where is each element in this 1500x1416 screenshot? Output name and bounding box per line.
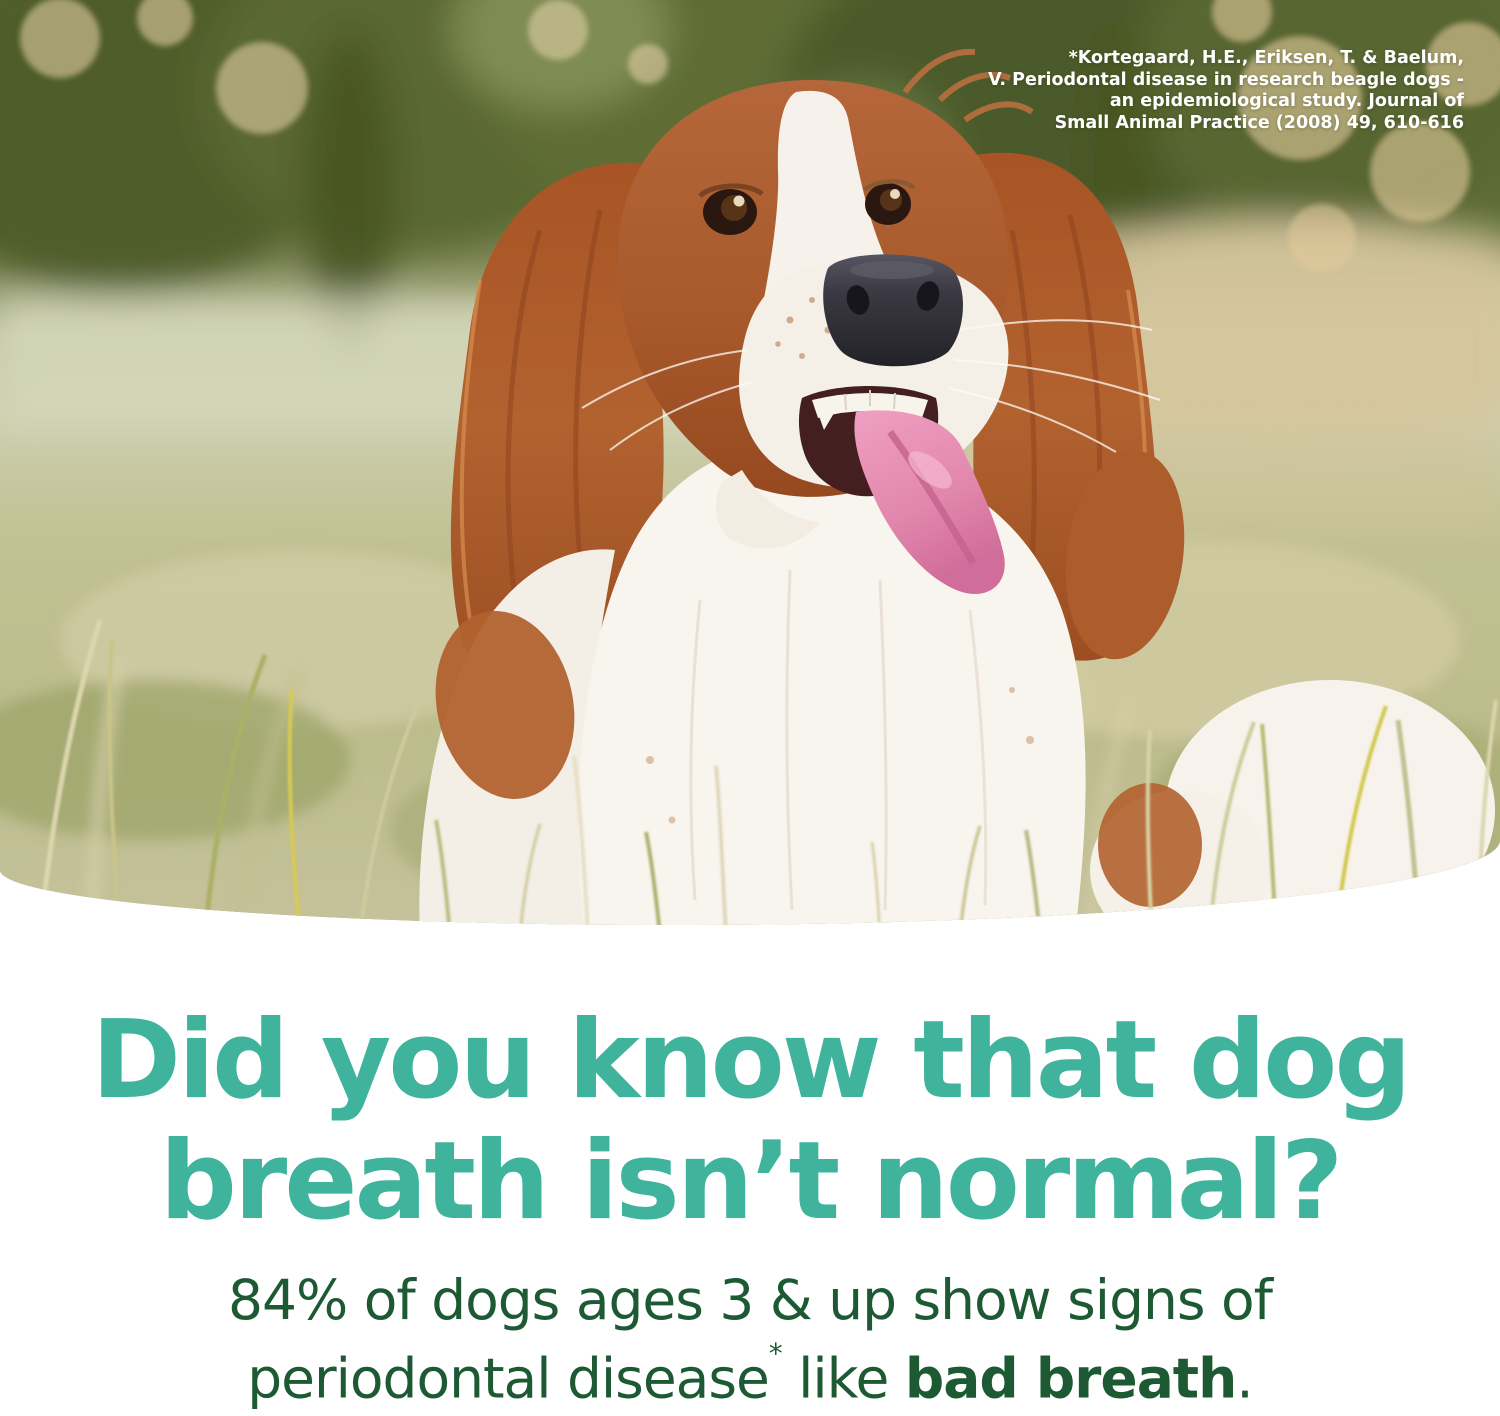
subtext-line-2: periodontal disease* like bad breath. [247, 1337, 1254, 1411]
citation-line: *Kortegaard, H.E., Eriksen, T. & Baelum, [1068, 48, 1464, 68]
headline-line-2: breath isn’t normal? [159, 1119, 1344, 1244]
dog-left-eye [698, 183, 764, 235]
dog [419, 48, 1495, 925]
dog-right-eye [862, 179, 916, 225]
citation-line: an epidemiological study. Journal of [1109, 91, 1464, 111]
dog-head-tufts [902, 48, 1034, 123]
dog-tongue [854, 410, 1005, 595]
headline-line-1: Did you know that dog [91, 998, 1411, 1123]
bokeh-lights [20, 0, 1500, 272]
subtext-line-1: 84% of dogs ages 3 & up show signs of [227, 1268, 1273, 1332]
citation-line: V. Periodontal disease in research beagl… [988, 69, 1464, 90]
citation: *Kortegaard, H.E., Eriksen, T. & Baelum,… [944, 48, 1464, 134]
bad-breath-emphasis: bad breath [904, 1346, 1237, 1411]
dog-photo-illustration [0, 0, 1500, 925]
dog-whiskers [581, 319, 1161, 453]
subtext: 84% of dogs ages 3 & up show signs of pe… [0, 1266, 1500, 1413]
dog-chin [716, 470, 820, 549]
headline: Did you know that dog breath isn’t norma… [0, 1000, 1500, 1242]
citation-line: Small Animal Practice (2008) 49, 610-616 [1054, 112, 1464, 133]
dog-nose [823, 254, 963, 367]
dog-photo: *Kortegaard, H.E., Eriksen, T. & Baelum,… [0, 0, 1500, 925]
footnote-asterisk: * [768, 1337, 783, 1370]
